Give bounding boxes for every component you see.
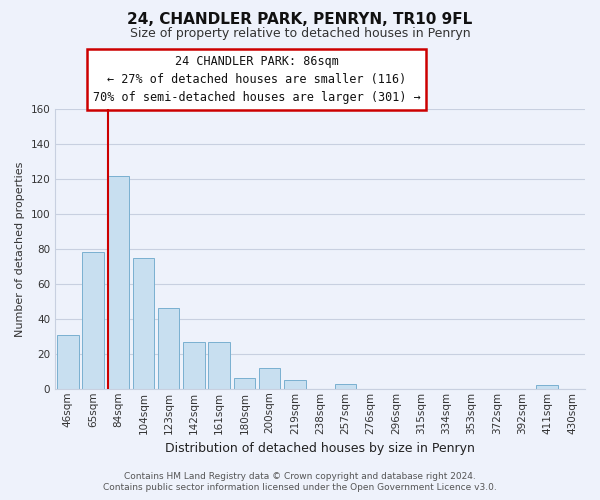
Bar <box>335 384 356 389</box>
Bar <box>208 342 230 389</box>
Text: 24 CHANDLER PARK: 86sqm
← 27% of detached houses are smaller (116)
70% of semi-d: 24 CHANDLER PARK: 86sqm ← 27% of detache… <box>92 54 421 104</box>
Bar <box>82 252 104 389</box>
Bar <box>233 378 255 389</box>
Bar <box>259 368 280 389</box>
Text: 24, CHANDLER PARK, PENRYN, TR10 9FL: 24, CHANDLER PARK, PENRYN, TR10 9FL <box>127 12 473 28</box>
Text: Size of property relative to detached houses in Penryn: Size of property relative to detached ho… <box>130 28 470 40</box>
Bar <box>57 334 79 389</box>
Text: Contains HM Land Registry data © Crown copyright and database right 2024.
Contai: Contains HM Land Registry data © Crown c… <box>103 472 497 492</box>
Bar <box>536 386 558 389</box>
Bar <box>133 258 154 389</box>
Y-axis label: Number of detached properties: Number of detached properties <box>15 162 25 336</box>
Bar <box>158 308 179 389</box>
X-axis label: Distribution of detached houses by size in Penryn: Distribution of detached houses by size … <box>165 442 475 455</box>
Bar <box>284 380 305 389</box>
Bar <box>183 342 205 389</box>
Bar <box>107 176 129 389</box>
